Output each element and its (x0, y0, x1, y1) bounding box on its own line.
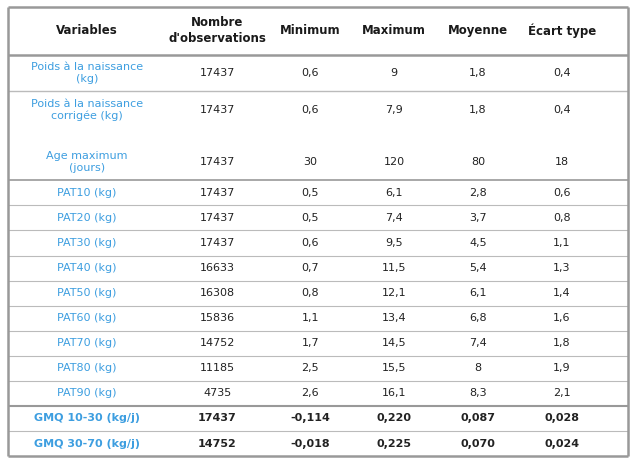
Text: 1,3: 1,3 (553, 263, 570, 273)
Text: Écart type: Écart type (527, 24, 596, 38)
Text: 0,5: 0,5 (301, 188, 319, 198)
Text: 11185: 11185 (200, 363, 235, 373)
Text: 120: 120 (384, 157, 404, 167)
Text: Poids à la naissance
corrigée (kg): Poids à la naissance corrigée (kg) (31, 99, 143, 121)
Text: GMQ 10-30 (kg/j): GMQ 10-30 (kg/j) (34, 413, 140, 424)
Text: 15,5: 15,5 (382, 363, 406, 373)
Text: Nombre
d'observations: Nombre d'observations (168, 17, 266, 45)
Text: 1,8: 1,8 (469, 105, 487, 115)
Text: Maximum: Maximum (362, 24, 426, 37)
Text: 0,225: 0,225 (377, 438, 411, 449)
Text: 6,8: 6,8 (469, 313, 487, 323)
Text: 14,5: 14,5 (382, 338, 406, 348)
Text: 9,5: 9,5 (385, 238, 403, 248)
Text: 0,024: 0,024 (544, 438, 579, 449)
Text: 30: 30 (303, 157, 317, 167)
Text: 3,7: 3,7 (469, 213, 487, 223)
Text: 14752: 14752 (198, 438, 237, 449)
Text: 2,1: 2,1 (553, 388, 570, 398)
Text: -0,114: -0,114 (290, 413, 330, 424)
Text: 13,4: 13,4 (382, 313, 406, 323)
Text: 9: 9 (391, 68, 398, 78)
Text: 15836: 15836 (200, 313, 235, 323)
Text: 0,5: 0,5 (301, 213, 319, 223)
Text: 17437: 17437 (200, 238, 235, 248)
Text: 17437: 17437 (200, 105, 235, 115)
Text: 4,5: 4,5 (469, 238, 487, 248)
Text: PAT30 (kg): PAT30 (kg) (57, 238, 116, 248)
Text: 17437: 17437 (198, 413, 237, 424)
Text: 0,220: 0,220 (377, 413, 411, 424)
Text: 7,9: 7,9 (385, 105, 403, 115)
Text: PAT90 (kg): PAT90 (kg) (57, 388, 116, 398)
Text: 1,7: 1,7 (301, 338, 319, 348)
Text: 1,8: 1,8 (553, 338, 570, 348)
Text: 6,1: 6,1 (469, 288, 487, 298)
Text: Variables: Variables (56, 24, 118, 37)
Text: 0,8: 0,8 (301, 288, 319, 298)
Text: 0,7: 0,7 (301, 263, 319, 273)
Text: 1,9: 1,9 (553, 363, 570, 373)
Text: 18: 18 (555, 157, 569, 167)
Text: 0,070: 0,070 (460, 438, 495, 449)
Text: 0,6: 0,6 (301, 105, 319, 115)
Text: 8,3: 8,3 (469, 388, 487, 398)
Text: 7,4: 7,4 (469, 338, 487, 348)
Text: 16,1: 16,1 (382, 388, 406, 398)
Text: -0,018: -0,018 (291, 438, 330, 449)
Text: 1,4: 1,4 (553, 288, 570, 298)
Text: Minimum: Minimum (280, 24, 340, 37)
Text: 1,8: 1,8 (469, 68, 487, 78)
Text: 17437: 17437 (200, 188, 235, 198)
Text: 1,1: 1,1 (301, 313, 319, 323)
Text: PAT10 (kg): PAT10 (kg) (57, 188, 116, 198)
Text: 17437: 17437 (200, 213, 235, 223)
Text: 16308: 16308 (200, 288, 235, 298)
Text: 5,4: 5,4 (469, 263, 487, 273)
Text: PAT80 (kg): PAT80 (kg) (57, 363, 116, 373)
Text: 7,4: 7,4 (385, 213, 403, 223)
Text: 1,1: 1,1 (553, 238, 570, 248)
Text: 12,1: 12,1 (382, 288, 406, 298)
Text: Moyenne: Moyenne (448, 24, 508, 37)
Text: 2,8: 2,8 (469, 188, 487, 198)
Text: 0,6: 0,6 (301, 68, 319, 78)
Text: 11,5: 11,5 (382, 263, 406, 273)
Text: 6,1: 6,1 (385, 188, 403, 198)
Text: Age maximum
(jours): Age maximum (jours) (46, 151, 128, 173)
Text: PAT60 (kg): PAT60 (kg) (57, 313, 116, 323)
Text: GMQ 30-70 (kg/j): GMQ 30-70 (kg/j) (34, 438, 140, 449)
Text: PAT40 (kg): PAT40 (kg) (57, 263, 116, 273)
Text: Poids à la naissance
(kg): Poids à la naissance (kg) (31, 62, 143, 84)
Text: 17437: 17437 (200, 157, 235, 167)
Text: 0,4: 0,4 (553, 105, 570, 115)
Text: PAT70 (kg): PAT70 (kg) (57, 338, 116, 348)
Text: 80: 80 (471, 157, 485, 167)
Text: PAT50 (kg): PAT50 (kg) (57, 288, 116, 298)
Text: 2,5: 2,5 (301, 363, 319, 373)
Text: 0,6: 0,6 (301, 238, 319, 248)
Text: PAT20 (kg): PAT20 (kg) (57, 213, 116, 223)
Text: 1,6: 1,6 (553, 313, 570, 323)
Text: 16633: 16633 (200, 263, 235, 273)
Text: 0,087: 0,087 (460, 413, 495, 424)
Text: 17437: 17437 (200, 68, 235, 78)
Text: 0,6: 0,6 (553, 188, 570, 198)
Text: 2,6: 2,6 (301, 388, 319, 398)
Text: 0,028: 0,028 (544, 413, 579, 424)
Text: 8: 8 (474, 363, 481, 373)
Text: 0,8: 0,8 (553, 213, 570, 223)
Text: 4735: 4735 (203, 388, 232, 398)
Text: 14752: 14752 (200, 338, 235, 348)
Text: 0,4: 0,4 (553, 68, 570, 78)
